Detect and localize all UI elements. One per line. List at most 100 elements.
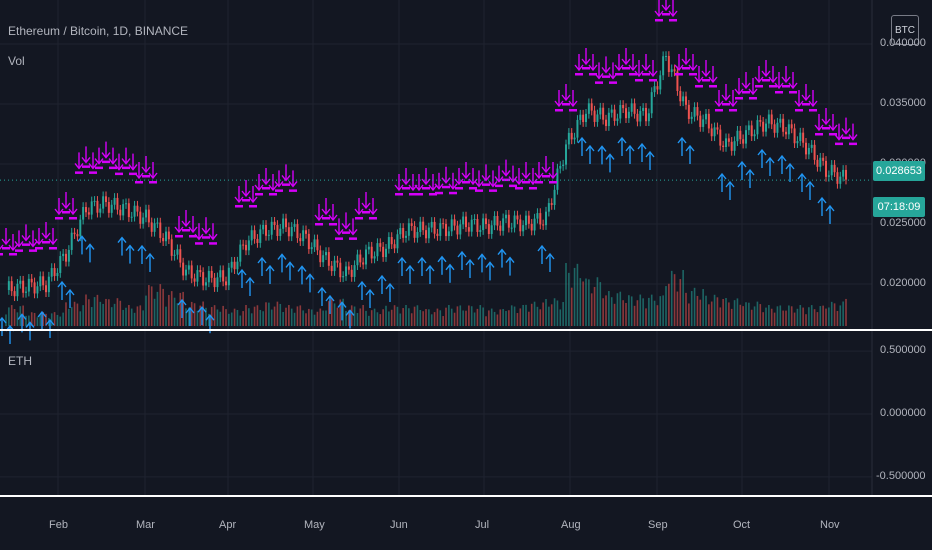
volume-bar — [253, 306, 256, 326]
candle-body — [225, 281, 227, 286]
down-arrow-bar — [675, 73, 683, 76]
candle-body — [625, 108, 627, 119]
up-arrow-head — [125, 244, 135, 252]
volume-bar — [162, 288, 164, 326]
volume-bar — [508, 310, 510, 326]
indicator-tick-label: -0.500000 — [876, 469, 926, 482]
candle-body — [547, 203, 550, 212]
volume-bar — [673, 274, 676, 326]
down-arrow-head — [834, 134, 844, 141]
down-arrow-bar — [729, 109, 737, 112]
up-arrow-head — [337, 301, 347, 308]
candle-body — [485, 218, 487, 225]
volume-bar — [748, 302, 750, 326]
volume-bar — [736, 298, 739, 326]
down-arrow-head — [668, 10, 678, 18]
volume-bar — [316, 311, 319, 326]
volume-bar — [588, 279, 590, 326]
volume-bar — [413, 306, 416, 326]
up-arrow-head — [297, 265, 307, 272]
volume-bar — [565, 263, 567, 326]
volume-bar — [270, 309, 273, 326]
down-arrow-head — [721, 94, 731, 102]
down-arrow-bar — [182, 229, 190, 232]
volume-bar — [648, 297, 650, 326]
time-tick-label: Feb — [49, 519, 68, 531]
candle-body — [796, 141, 799, 144]
indicator-label[interactable]: ETH — [8, 354, 32, 368]
volume-bar — [668, 283, 670, 326]
candle-body — [242, 244, 245, 246]
down-arrow-bar — [809, 109, 817, 112]
volume-bar — [208, 313, 210, 326]
candle-body — [722, 145, 725, 148]
candle-body — [185, 269, 187, 276]
volume-bar — [656, 305, 659, 326]
down-arrow-head — [601, 66, 611, 74]
down-arrow-bar — [322, 217, 330, 220]
volume-bar — [222, 305, 224, 326]
volume-bar — [99, 301, 102, 326]
up-arrow-head — [177, 298, 187, 306]
up-arrow-head — [305, 273, 315, 280]
candle-body — [613, 109, 616, 121]
time-tick-label: Nov — [820, 519, 840, 531]
candle-body — [530, 223, 533, 231]
volume-bar — [633, 305, 636, 326]
candle-body — [630, 103, 633, 112]
up-arrow-head — [137, 244, 147, 252]
volume-bar — [433, 312, 436, 326]
down-arrow-head — [68, 208, 78, 216]
candle-body — [227, 267, 230, 286]
volume-bar — [153, 298, 156, 326]
currency-badge[interactable]: BTC — [891, 15, 919, 45]
volume-bar — [362, 305, 364, 326]
up-arrow-head — [205, 314, 215, 321]
candle-body — [590, 103, 593, 111]
candle-body — [210, 270, 213, 278]
down-arrow-bar — [275, 189, 283, 192]
candle-body — [599, 107, 602, 115]
candle-body — [447, 231, 450, 237]
down-arrow-bar — [395, 193, 403, 196]
down-arrow-head — [808, 100, 818, 108]
volume-bar — [533, 301, 536, 326]
down-arrow-head — [21, 234, 31, 242]
candle-body — [576, 119, 579, 138]
candle-body — [219, 270, 222, 278]
down-arrow-head — [148, 172, 158, 180]
down-arrow-bar — [2, 247, 10, 250]
candle-body — [199, 270, 202, 273]
volume-bar — [76, 303, 79, 326]
volume-bar — [739, 304, 742, 326]
up-arrow-head — [325, 294, 335, 302]
down-arrow-bar — [289, 189, 297, 192]
down-arrow-bar — [649, 79, 657, 82]
down-arrow-bar — [829, 133, 837, 136]
down-arrow-head — [754, 76, 764, 84]
symbol-title[interactable]: Ethereum / Bitcoin, 1D, BINANCE — [8, 24, 189, 38]
candle-body — [425, 230, 427, 239]
down-arrow-bar — [129, 172, 137, 176]
volume-bar — [548, 306, 550, 326]
down-arrow-bar — [529, 187, 537, 190]
candle-body — [713, 127, 716, 137]
volume-bar — [410, 313, 413, 326]
volume-bar — [448, 305, 450, 326]
volume-bar — [205, 307, 207, 326]
volume-label[interactable]: Vol — [8, 54, 25, 68]
candle-body — [90, 201, 93, 215]
up-arrow-head — [0, 316, 7, 324]
down-arrow-bar — [735, 97, 743, 100]
up-arrow-head — [737, 160, 747, 168]
candle-body — [493, 215, 496, 226]
volume-bar — [490, 308, 493, 326]
volume-bar — [422, 311, 424, 326]
candle-body — [256, 238, 259, 243]
candle-body — [679, 91, 682, 102]
up-arrow-head — [817, 196, 827, 204]
down-arrow-bar — [95, 166, 103, 170]
candle-body — [196, 270, 199, 282]
down-arrow-bar — [595, 81, 603, 84]
